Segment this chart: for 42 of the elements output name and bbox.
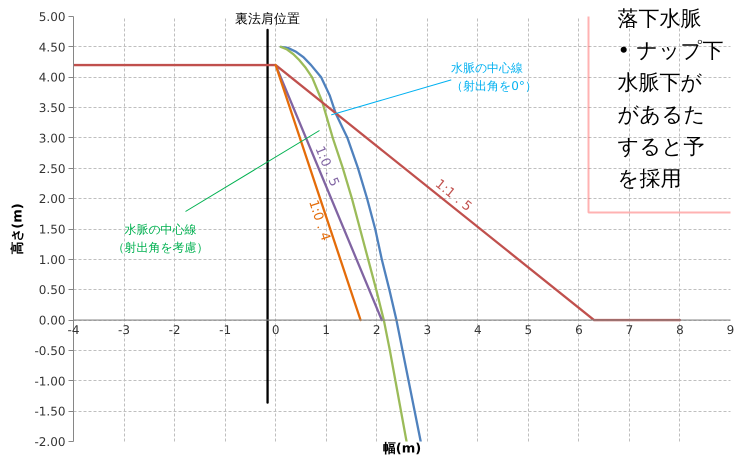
x-tick-label: 8 bbox=[676, 323, 684, 338]
annotation: すると予 bbox=[618, 134, 704, 158]
x-tick-label: -1 bbox=[219, 323, 232, 338]
y-tick-label: 1.00 bbox=[38, 252, 66, 267]
annotation: を採用 bbox=[618, 166, 682, 190]
y-tick-label: 3.50 bbox=[38, 101, 66, 116]
annotation: 水脈下が bbox=[618, 70, 702, 94]
y-tick-label: -2.00 bbox=[34, 435, 66, 449]
y-tick-label: -1.00 bbox=[34, 374, 66, 388]
y-tick-label: -1.50 bbox=[34, 404, 66, 419]
x-tick-label: 9 bbox=[726, 323, 734, 338]
y-tick-label: 0.50 bbox=[38, 283, 66, 298]
series-label: 裏法肩位置 bbox=[235, 10, 300, 27]
annotation: 落下水脈 bbox=[618, 6, 702, 30]
y-tick-label: 3.00 bbox=[38, 131, 66, 146]
x-tick-label: 3 bbox=[423, 323, 432, 338]
y-tick-label: 0.00 bbox=[38, 314, 66, 328]
y-tick-label: 5.00 bbox=[38, 10, 66, 24]
annotation: • ナップ下 bbox=[618, 38, 724, 62]
x-tick-label: 7 bbox=[626, 323, 634, 338]
x-tick-label: 2 bbox=[372, 323, 381, 338]
text: 1:0．5 bbox=[312, 144, 342, 189]
y-tick-label: 2.00 bbox=[38, 192, 66, 206]
x-axis-title: 幅(m) bbox=[382, 442, 422, 456]
x-tick-label: 5 bbox=[524, 323, 532, 338]
x-tick-label: -3 bbox=[118, 323, 130, 338]
x-tick-label: 1 bbox=[322, 323, 330, 338]
x-tick-label: 0 bbox=[272, 323, 280, 338]
y-tick-label: 4.00 bbox=[38, 70, 66, 85]
annotation: があるた bbox=[618, 102, 706, 126]
text: 1:0．4 bbox=[305, 198, 333, 243]
x-tick-label: 6 bbox=[575, 323, 583, 338]
y-tick-label: 4.50 bbox=[38, 40, 66, 54]
x-tick-label: -2 bbox=[168, 323, 181, 338]
annotation: 水脈の中心線（射出角を考慮） bbox=[112, 222, 208, 255]
y-tick-label: 1.50 bbox=[38, 222, 66, 236]
y-axis-title: 高さ(m) bbox=[9, 203, 26, 255]
y-tick-label: -0.50 bbox=[34, 344, 66, 358]
y-tick-label: 2.50 bbox=[38, 162, 66, 176]
annotation: 水脈の中心線（射出角を0°） bbox=[451, 60, 537, 94]
x-tick-label: 4 bbox=[474, 323, 482, 338]
text: 1:1．5 bbox=[432, 176, 474, 215]
